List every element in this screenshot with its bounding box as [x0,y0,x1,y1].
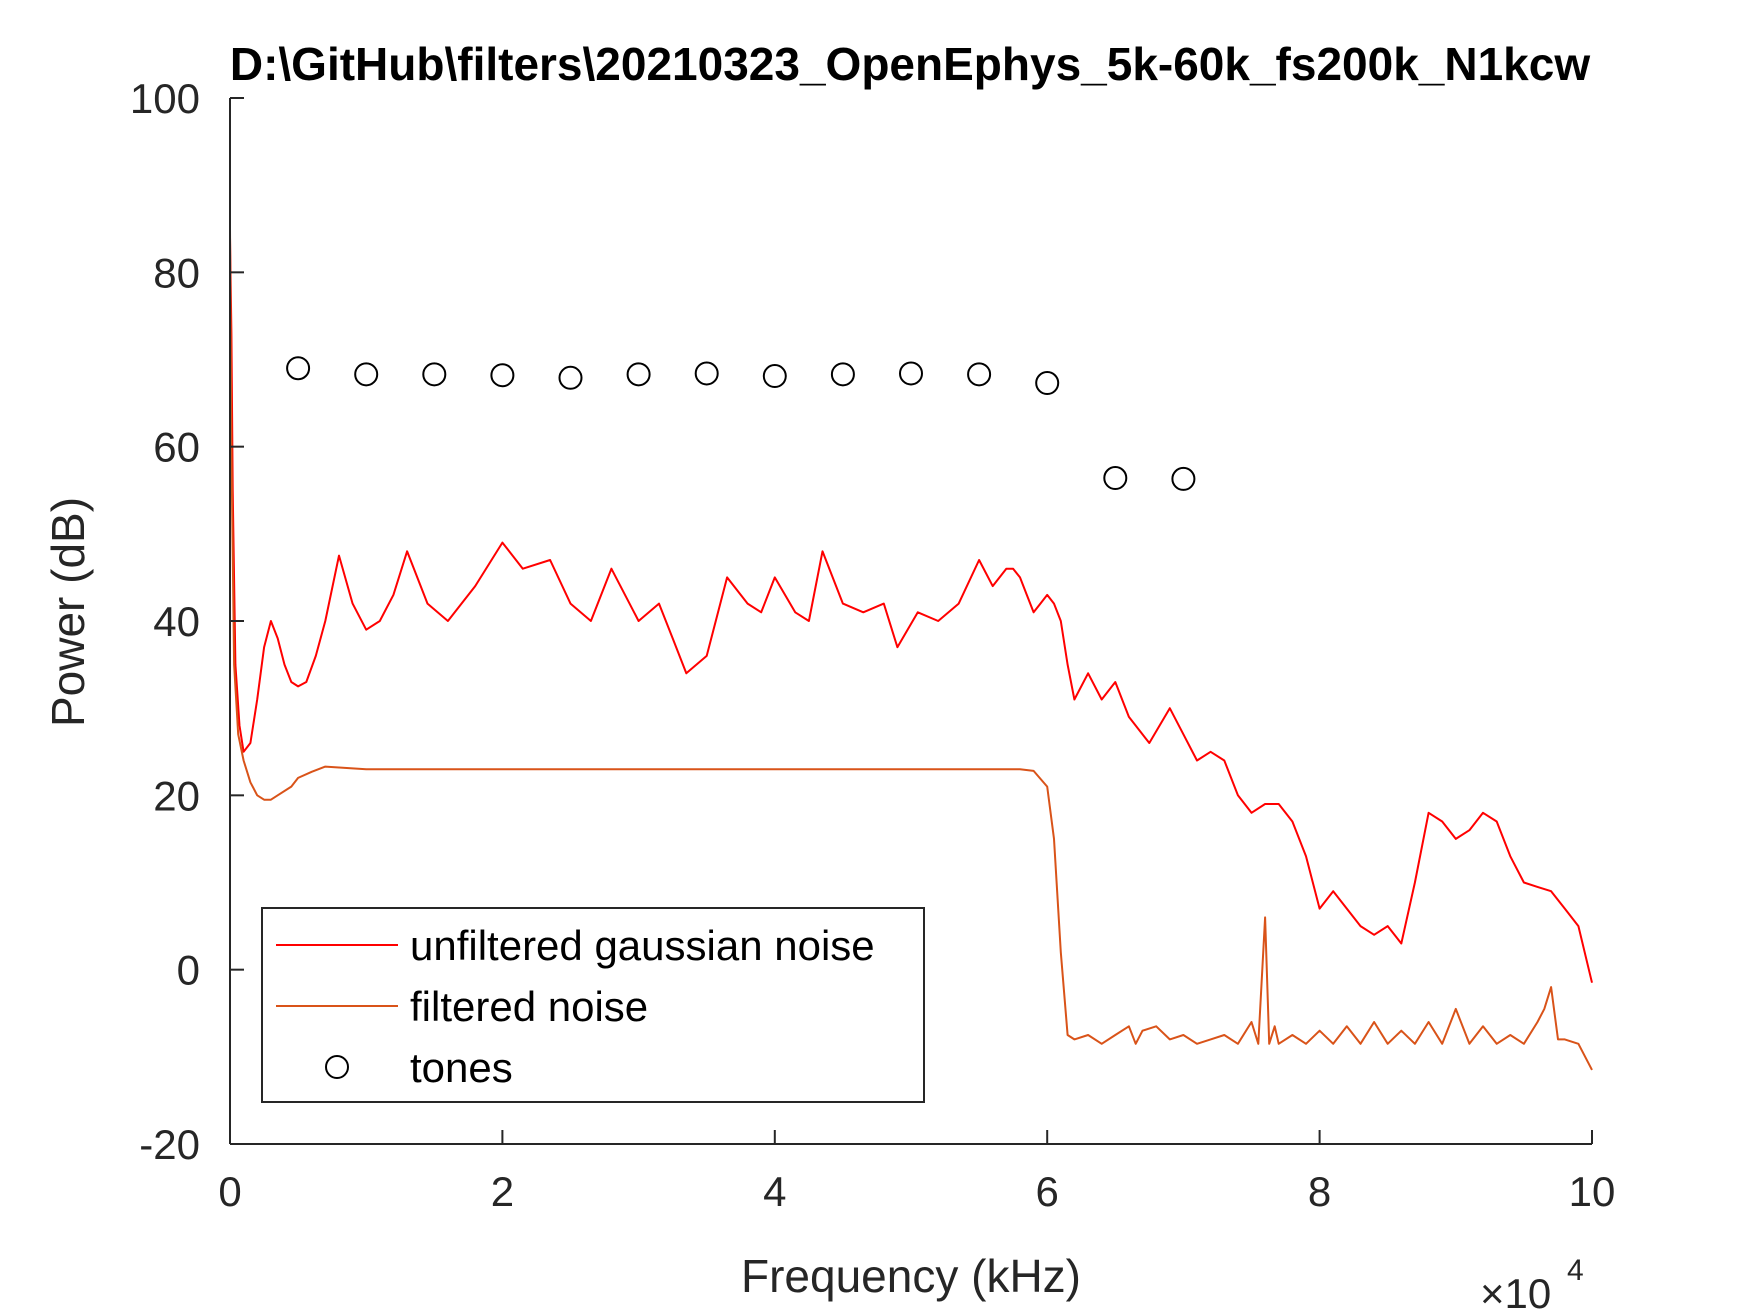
tone-marker [490,363,515,388]
y-axis-ticks: -20 0 20 40 60 80 100 [130,75,244,1168]
tone-marker [694,361,719,386]
legend-entry-filtered: filtered noise [276,983,648,1030]
legend-swatch-tones [325,1055,349,1079]
legend: unfiltered gaussian noise filtered noise… [261,907,925,1103]
legend-label-filtered: filtered noise [410,983,648,1030]
y-tick-label: 60 [153,424,200,471]
x-tick-label: 10 [1569,1168,1616,1215]
legend-entry-tones: tones [325,1044,513,1091]
x-axis-multiplier: ×10 4 [1480,1254,1584,1313]
y-tick-label: 0 [177,947,200,994]
y-tick-label: 40 [153,598,200,645]
x-axis-label: Frequency (kHz) [741,1250,1081,1302]
tone-marker [1171,466,1196,491]
series-layer [229,228,1593,1071]
y-tick-label: -20 [139,1121,200,1168]
y-tick-label: 80 [153,249,200,296]
x-multiplier-exponent: 4 [1567,1254,1584,1287]
x-tick-label: 6 [1036,1168,1059,1215]
legend-entry-unfiltered: unfiltered gaussian noise [276,922,875,969]
y-tick-label: 20 [153,772,200,819]
tone-marker [899,361,923,386]
tone-marker [1103,466,1128,491]
x-axis-ticks: 0 2 4 6 8 10 [218,1130,1615,1215]
x-tick-label: 0 [218,1168,241,1215]
legend-label-unfiltered: unfiltered gaussian noise [410,922,875,969]
x-tick-label: 4 [763,1168,786,1215]
tone-marker [1035,371,1060,396]
x-tick-label: 2 [491,1168,514,1215]
series-line-filtered-noise [229,228,1593,1071]
chart-title: D:\GitHub\filters\20210323_OpenEphys_5k-… [230,38,1590,90]
plot-area: 0 2 4 6 8 10 -20 0 20 40 60 80 100 [130,75,1615,1215]
x-tick-label: 8 [1308,1168,1331,1215]
tone-marker [762,364,787,389]
legend-label-tones: tones [410,1044,513,1091]
tone-marker [558,365,583,390]
x-multiplier-base: ×10 [1480,1270,1551,1313]
series-line-unfiltered-gaussian-noise [229,237,1593,983]
tone-marker [286,356,311,381]
y-tick-label: 100 [130,75,200,122]
tone-marker [354,362,379,387]
tone-marker [422,362,447,387]
tone-marker [830,362,855,387]
tone-marker [967,362,992,387]
y-axis-label: Power (dB) [42,497,94,727]
tone-marker [626,362,651,387]
